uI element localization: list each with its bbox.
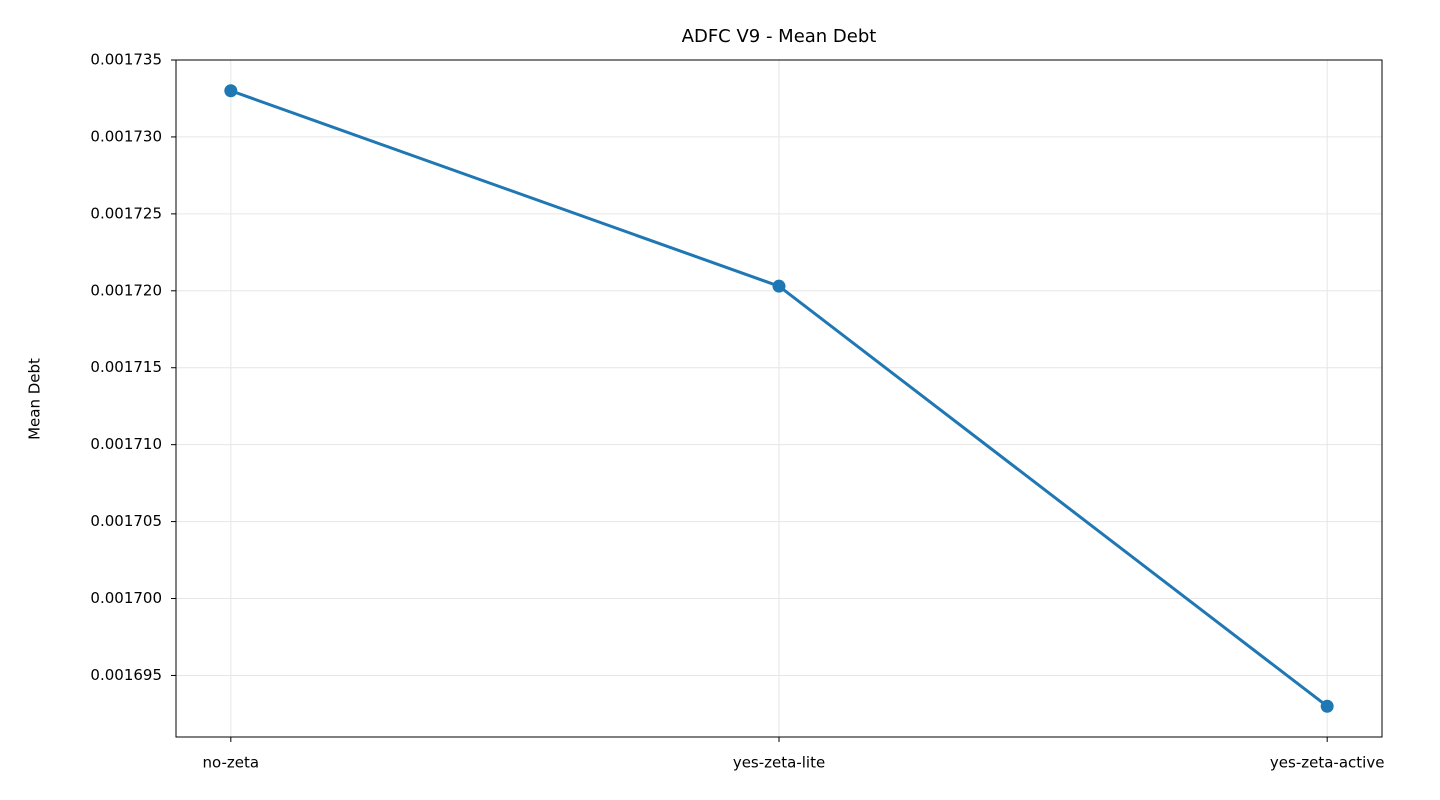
y-tick-label: 0.001700	[90, 589, 162, 607]
y-tick-label: 0.001730	[90, 127, 162, 145]
y-tick-label: 0.001695	[90, 666, 162, 684]
chart-title: ADFC V9 - Mean Debt	[682, 26, 877, 47]
y-tick-label: 0.001725	[90, 204, 162, 222]
y-tick-label: 0.001705	[90, 512, 162, 530]
y-axis-label: Mean Debt	[26, 358, 44, 440]
y-tick-label: 0.001735	[90, 51, 162, 69]
y-tick-label: 0.001720	[90, 281, 162, 299]
y-tick-label: 0.001715	[90, 358, 162, 376]
plot-frame	[175, 59, 1383, 738]
point	[1320, 699, 1334, 713]
x-tick-label: yes-zeta-active	[1270, 754, 1385, 772]
point	[772, 279, 786, 293]
x-tick-label: yes-zeta-lite	[733, 754, 825, 772]
y-tick-label: 0.001710	[90, 435, 162, 453]
x-tick-label: no-zeta	[203, 754, 260, 772]
point	[224, 84, 238, 98]
